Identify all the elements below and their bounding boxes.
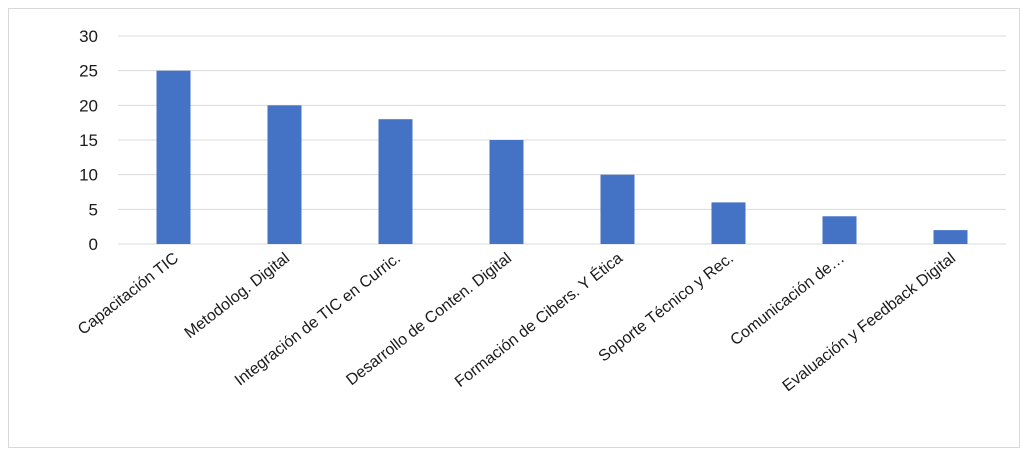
bar-3 — [378, 119, 413, 244]
y-tick-label: 0 — [89, 235, 98, 254]
y-axis-ticks: 0 5 10 15 20 25 30 — [79, 27, 98, 254]
x-category-label: Evaluación y Feedback Digital — [780, 250, 959, 395]
bar-6 — [711, 202, 746, 244]
y-tick-label: 10 — [79, 166, 98, 185]
y-tick-label: 15 — [79, 131, 98, 150]
bar-7 — [822, 216, 857, 244]
bars — [156, 70, 968, 245]
y-tick-label: 5 — [89, 200, 98, 219]
y-tick-label: 25 — [79, 62, 98, 81]
x-category-label: Capacitación TIC — [75, 250, 182, 339]
gridlines — [118, 35, 1006, 245]
x-category-label: Comunicación de… — [727, 250, 847, 349]
bar-2 — [267, 105, 302, 244]
x-category-label: Formación de Cibers. Y Ética — [451, 248, 626, 391]
bar-5 — [600, 174, 635, 244]
bar-1 — [156, 70, 191, 245]
x-category-label: Metodolog. Digital — [182, 250, 293, 342]
x-axis-labels: Capacitación TIC Metodolog. DigitalIntegr… — [75, 248, 959, 395]
bar-8 — [933, 230, 968, 244]
y-tick-label: 30 — [79, 27, 98, 46]
y-tick-label: 20 — [79, 96, 98, 115]
bar-4 — [489, 140, 524, 244]
